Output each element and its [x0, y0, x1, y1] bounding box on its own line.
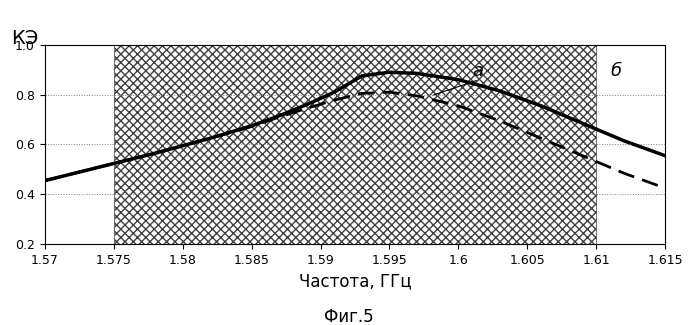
- Text: а: а: [472, 62, 483, 80]
- Text: Фиг.5: Фиг.5: [324, 308, 374, 325]
- Text: КЭ: КЭ: [10, 29, 38, 48]
- X-axis label: Частота, ГГц: Частота, ГГц: [299, 272, 411, 291]
- Text: б: б: [610, 62, 621, 80]
- Bar: [114, 45, 596, 244]
